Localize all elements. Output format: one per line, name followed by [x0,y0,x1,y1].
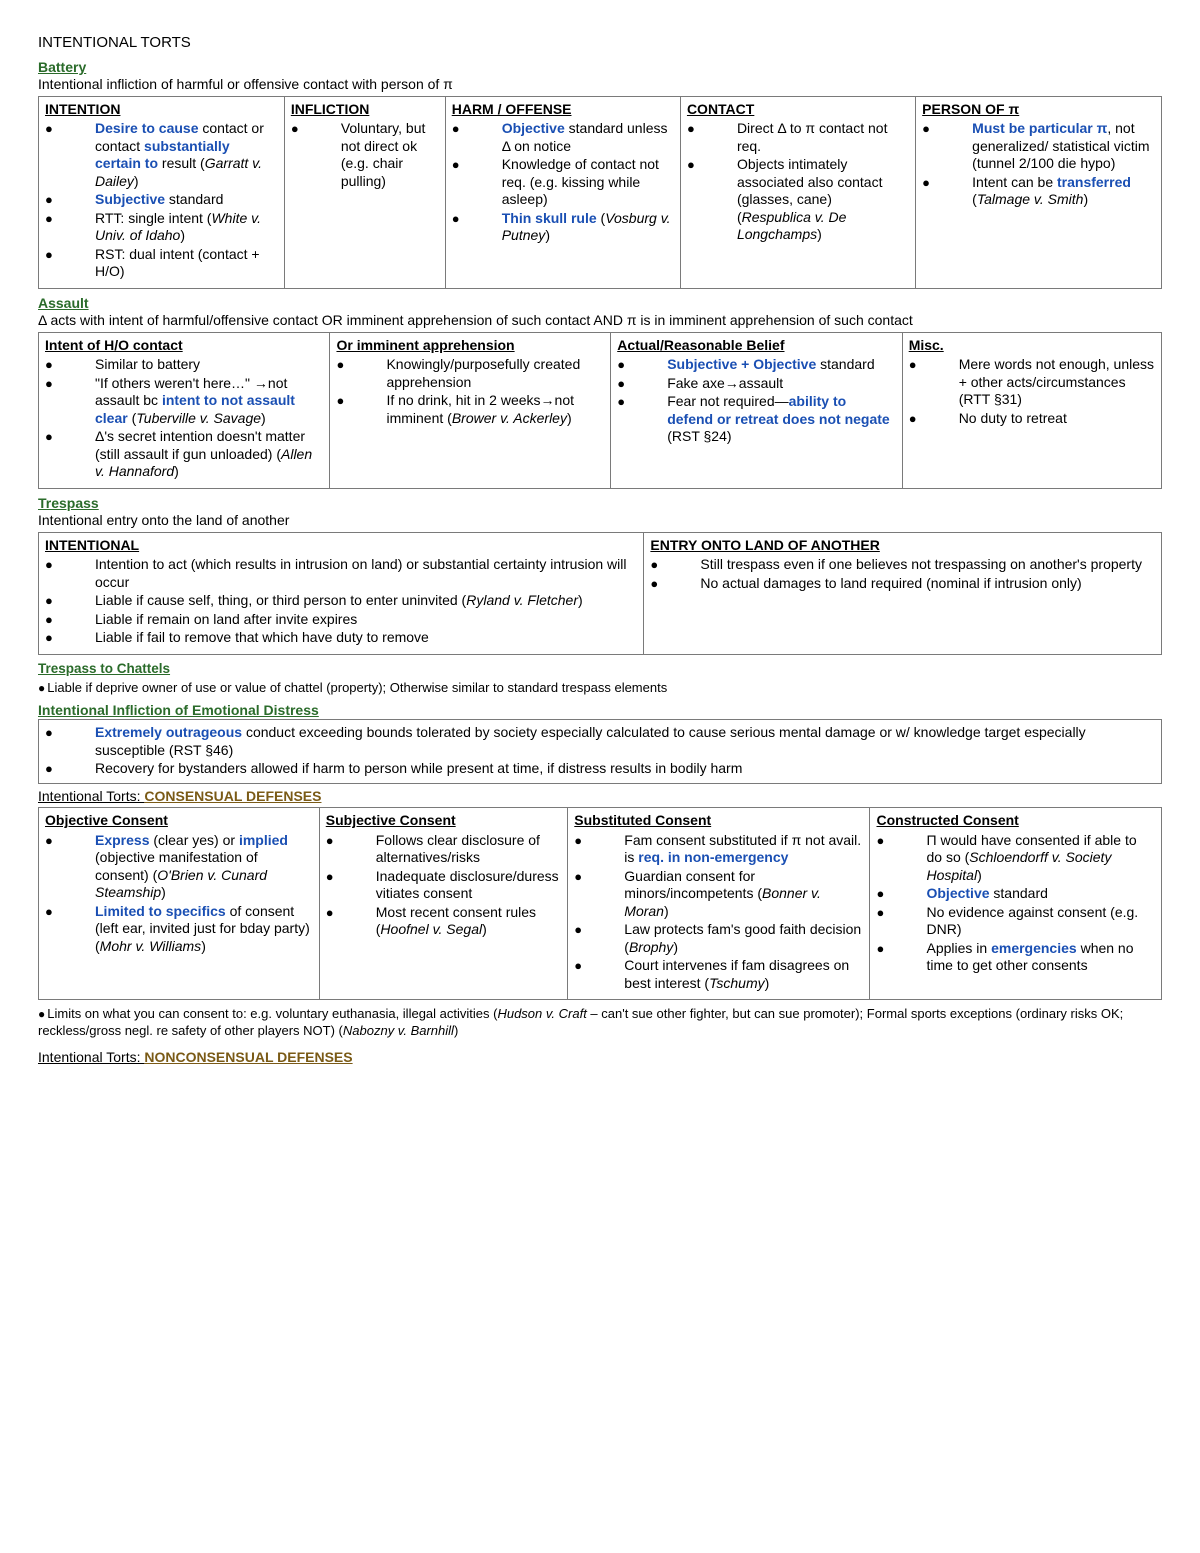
battery-title: Battery [38,59,1162,77]
nonconsensual-heading: Intentional Torts: NONCONSENSUAL DEFENSE… [38,1049,1162,1067]
list-item: Still trespass even if one believes not … [650,556,1155,574]
column-header: Intent of H/O contact [45,337,323,355]
list-item: Objective standard unless Δ on notice [452,120,674,155]
list-item: Most recent consent rules (Hoofnel v. Se… [326,904,562,939]
column-header: Misc. [909,337,1155,355]
assault-definition: Δ acts with intent of harmful/offensive … [38,312,1162,330]
column-header: PERSON OF π [922,101,1155,119]
battery-table: INTENTIONDesire to cause contact or cont… [38,96,1162,289]
consensual-heading: Intentional Torts: CONSENSUAL DEFENSES [38,788,1162,806]
list-item: Desire to cause contact or contact subst… [45,120,278,190]
column-header: INTENTIONAL [45,537,637,555]
column-header: Constructed Consent [876,812,1155,830]
assault-title: Assault [38,295,1162,313]
column-header: Or imminent apprehension [336,337,604,355]
trespass-table: INTENTIONALIntention to act (which resul… [38,532,1162,655]
list-item: Fear not required—ability to defend or r… [617,393,895,446]
list-item: Express (clear yes) or implied (objectiv… [45,832,313,902]
iied-title: Intentional Infliction of Emotional Dist… [38,702,1162,720]
list-item: Knowledge of contact not req. (e.g. kiss… [452,156,674,209]
list-item: Subjective standard [45,191,278,209]
list-item: Liable if fail to remove that which have… [45,629,637,647]
list-item: Π would have consented if able to do so … [876,832,1155,885]
list-item: Court intervenes if fam disagrees on bes… [574,957,863,992]
list-item: Mere words not enough, unless + other ac… [909,356,1155,409]
list-item: Direct Δ to π contact not req. [687,120,909,155]
list-item: Objective standard [876,885,1155,903]
list-item: Intent can be transferred (Talmage v. Sm… [922,174,1155,209]
list-item: If no drink, hit in 2 weeks→not imminent… [336,392,604,427]
chattels-title: Trespass to Chattels [38,661,1162,678]
column-header: INTENTION [45,101,278,119]
column-header: CONTACT [687,101,909,119]
list-item: Limited to specifics of consent (left ea… [45,903,313,956]
list-item: Fam consent substituted if π not avail. … [574,832,863,867]
list-item: RST: dual intent (contact + H/O) [45,246,278,281]
column-header: ENTRY ONTO LAND OF ANOTHER [650,537,1155,555]
column-header: Objective Consent [45,812,313,830]
battery-definition: Intentional infliction of harmful or off… [38,76,1162,94]
list-item: No duty to retreat [909,410,1155,428]
list-item: Law protects fam's good faith decision (… [574,921,863,956]
column-header: INFLICTION [291,101,439,119]
list-item: Fake axe→assault [617,375,895,393]
list-item: Must be particular π, not generalized/ s… [922,120,1155,173]
list-item: Guardian consent for minors/incompetents… [574,868,863,921]
list-item: Objects intimately associated also conta… [687,156,909,244]
consensual-footnote: Limits on what you can consent to: e.g. … [38,1006,1162,1039]
column-header: Subjective Consent [326,812,562,830]
column-header: Substituted Consent [574,812,863,830]
list-item: Δ's secret intention doesn't matter (sti… [45,428,323,481]
iied-box: Extremely outrageous conduct exceeding b… [38,719,1162,784]
list-item: RTT: single intent (White v. Univ. of Id… [45,210,278,245]
list-item: Extremely outrageous conduct exceeding b… [45,724,1155,759]
list-item: Subjective + Objective standard [617,356,895,374]
list-item: No actual damages to land required (nomi… [650,575,1155,593]
list-item: Similar to battery [45,356,323,374]
chattels-note: Liable if deprive owner of use or value … [38,680,1162,696]
assault-table: Intent of H/O contactSimilar to battery"… [38,332,1162,489]
list-item: Knowingly/purposefully created apprehens… [336,356,604,391]
list-item: Liable if remain on land after invite ex… [45,611,637,629]
list-item: Recovery for bystanders allowed if harm … [45,760,1155,778]
column-header: Actual/Reasonable Belief [617,337,895,355]
list-item: Liable if cause self, thing, or third pe… [45,592,637,610]
list-item: Inadequate disclosure/duress vitiates co… [326,868,562,903]
column-header: HARM / OFFENSE [452,101,674,119]
consensual-table: Objective Consent Express (clear yes) or … [38,807,1162,1000]
trespass-definition: Intentional entry onto the land of anoth… [38,512,1162,530]
trespass-title: Trespass [38,495,1162,513]
list-item: Follows clear disclosure of alternatives… [326,832,562,867]
list-item: No evidence against consent (e.g. DNR) [876,904,1155,939]
list-item: Thin skull rule (Vosburg v. Putney) [452,210,674,245]
list-item: Voluntary, but not direct ok (e.g. chair… [291,120,439,190]
list-item: Applies in emergencies when no time to g… [876,940,1155,975]
list-item: Intention to act (which results in intru… [45,556,637,591]
list-item: "If others weren't here…" →not assault b… [45,375,323,428]
page-title: INTENTIONAL TORTS [38,34,1162,53]
